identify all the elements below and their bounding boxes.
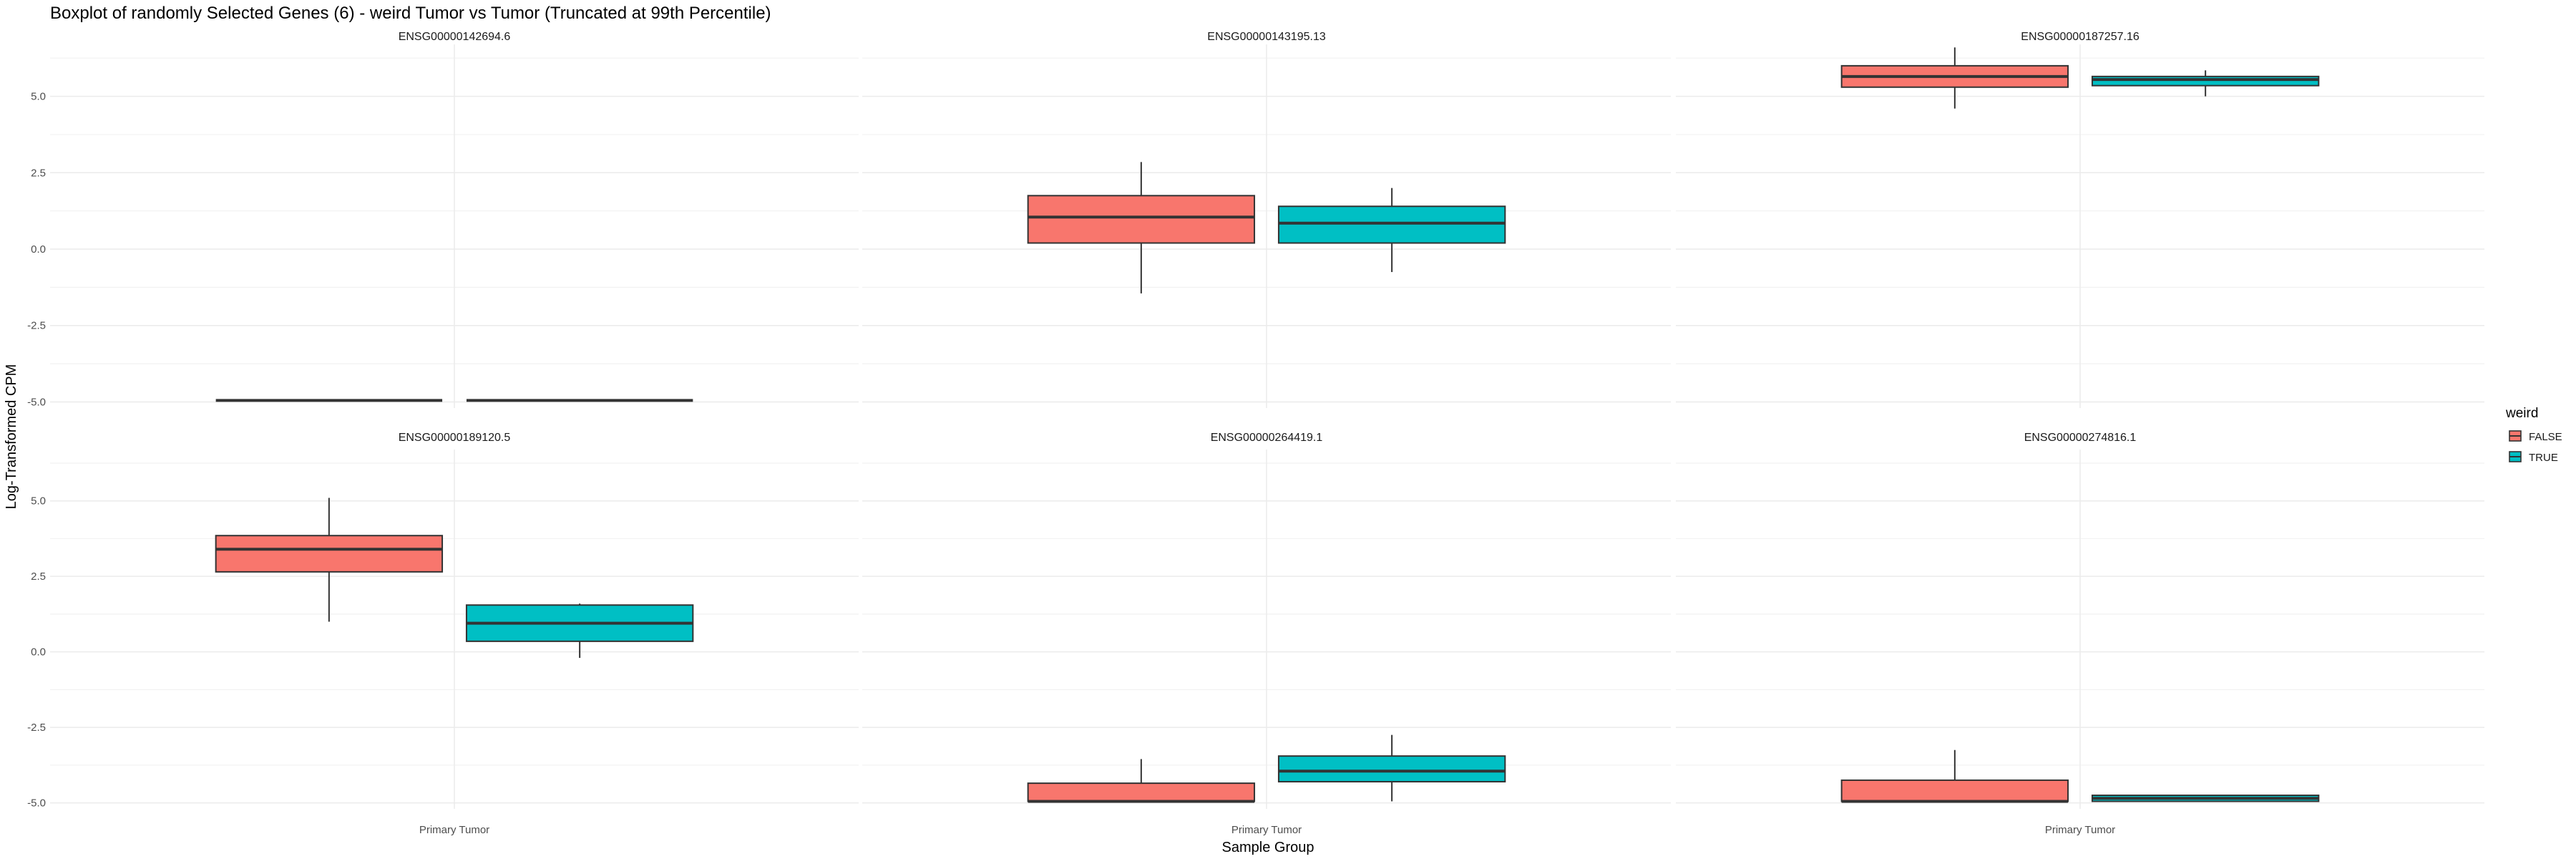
- box-false: [1840, 749, 2069, 803]
- box-false: [1027, 759, 1256, 803]
- box-true: [1277, 188, 1506, 273]
- y-tick-label: 2.5: [31, 571, 46, 583]
- chart-title: Boxplot of randomly Selected Genes (6) -…: [50, 4, 771, 23]
- y-tick-label: 5.0: [31, 495, 46, 508]
- box-false: [1840, 47, 2069, 109]
- panel-strip-label: ENSG00000189120.5: [399, 432, 511, 444]
- y-tick-label: 0.0: [31, 243, 46, 256]
- y-tick-label: -2.5: [27, 722, 46, 734]
- x-axis-title: Sample Group: [1222, 840, 1314, 855]
- box-true: [2091, 795, 2320, 802]
- x-tick-label: Primary Tumor: [2045, 824, 2115, 836]
- legend-key-true: [2507, 449, 2523, 465]
- box-iqr: [1277, 755, 1506, 783]
- box-true: [2091, 70, 2320, 97]
- box-iqr: [2091, 75, 2320, 87]
- box-iqr: [215, 535, 444, 573]
- y-tick-label: -5.0: [27, 797, 46, 810]
- y-tick-label: -5.0: [27, 396, 46, 408]
- legend-label: TRUE: [2529, 452, 2558, 464]
- box-iqr: [1027, 782, 1256, 802]
- box-false: [215, 498, 444, 622]
- box-iqr: [1840, 779, 2069, 802]
- panel-strip-label: ENSG00000143195.13: [1207, 31, 1326, 43]
- legend-label: FALSE: [2529, 431, 2562, 443]
- panel-strip-label: ENSG00000187257.16: [2021, 31, 2140, 43]
- legend-title: weird: [2505, 406, 2538, 421]
- panel-strip-label: ENSG00000264419.1: [1211, 432, 1323, 444]
- box-iqr: [1277, 205, 1506, 244]
- box-iqr: [1027, 195, 1256, 244]
- legend-key-false: [2507, 428, 2523, 444]
- panel-strip-label: ENSG00000142694.6: [399, 31, 511, 43]
- panel-strip-label: ENSG00000274816.1: [2024, 432, 2137, 444]
- box-true: [1277, 734, 1506, 802]
- y-tick-label: 0.0: [31, 646, 46, 659]
- y-tick-label: 2.5: [31, 167, 46, 179]
- y-tick-label: -2.5: [27, 320, 46, 332]
- box-true: [465, 603, 694, 659]
- panels-layer: ENSG00000142694.6 -5.0 -2.5 0.0 2.5 5.0 ENSG00…: [27, 31, 2484, 836]
- legend: weird FALSE TRUE: [2505, 406, 2562, 465]
- y-axis-title: Log-Transformed CPM: [4, 364, 19, 510]
- x-tick-label: Primary Tumor: [419, 824, 489, 836]
- x-tick-label: Primary Tumor: [1231, 824, 1302, 836]
- y-tick-label: 5.0: [31, 91, 46, 103]
- box-false: [1027, 162, 1256, 293]
